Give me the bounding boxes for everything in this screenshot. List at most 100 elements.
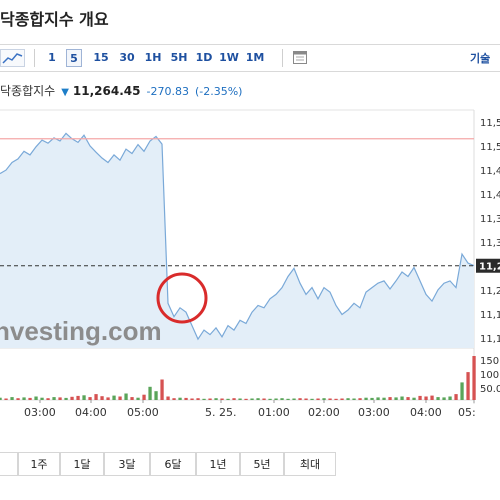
volume-bar (382, 397, 386, 400)
volume-bar (238, 398, 242, 400)
volume-bar (40, 397, 44, 400)
timeframe-1[interactable]: 1 (48, 51, 56, 64)
volume-bar (472, 356, 476, 400)
page-title: 닥종합지수 개요 (0, 10, 109, 29)
x-tick-label: 05: (458, 406, 476, 419)
volume-bar (268, 398, 272, 400)
volume-bar (442, 397, 446, 400)
volume-bar (46, 398, 50, 400)
range-button-4[interactable]: 6달 (150, 452, 196, 476)
volume-bar (388, 397, 392, 400)
timeframe-1m[interactable]: 1M (245, 51, 265, 64)
volume-bar (70, 396, 74, 400)
volume-bar (130, 397, 134, 400)
volume-bar (214, 398, 218, 400)
volume-bar (16, 398, 20, 400)
price-area-fill (0, 133, 474, 348)
volume-bar (292, 398, 296, 400)
quote-bar: 닥종합지수 ▼ 11,264.45 -270.83 (-2.35%) (0, 82, 242, 98)
toolbar-separator (34, 49, 35, 67)
volume-bar (436, 397, 440, 400)
volume-bar (178, 397, 182, 400)
range-button-6[interactable]: 5년 (240, 452, 284, 476)
x-axis: 03:00 04:00 05:00 5. 25. 01:00 02:00 03:00 04:0… (24, 400, 476, 419)
volume-bar (196, 398, 200, 400)
volume-bar (148, 386, 152, 400)
volume-tick-label: 100 (480, 370, 499, 381)
line-chart-icon[interactable] (0, 47, 26, 69)
volume-bar (304, 398, 308, 400)
calendar-icon[interactable] (292, 49, 308, 65)
volume-bar (184, 397, 188, 400)
timeframe-1h[interactable]: 1H (144, 51, 162, 64)
y-tick-label: 11,5 (480, 142, 500, 153)
volume-bar (244, 398, 248, 400)
watermark: nvesting.com (0, 316, 162, 346)
volume-bar (220, 398, 224, 400)
y-tick-label: 11,3 (480, 214, 500, 225)
range-button-2[interactable]: 1달 (60, 452, 104, 476)
volume-bar (448, 396, 452, 400)
timeframe-1w[interactable]: 1W (219, 51, 239, 64)
volume-bar (52, 397, 56, 400)
index-name: 닥종합지수 (0, 84, 56, 98)
volume-bar (250, 398, 254, 400)
volume-bar (358, 398, 362, 400)
x-tick-label: 03:00 (24, 406, 56, 419)
timeframe-1d[interactable]: 1D (195, 51, 213, 64)
volume-bar (64, 397, 68, 400)
volume-bar (352, 398, 356, 400)
x-tick-label: 05:00 (127, 406, 159, 419)
volume-tick-label: 50.0 (480, 384, 500, 395)
price-line (0, 132, 475, 341)
range-button-0[interactable] (0, 452, 18, 476)
volume-bar (82, 395, 86, 400)
volume-bar (58, 397, 62, 400)
price-area (0, 132, 475, 348)
last-price: 11,264.45 (72, 84, 141, 98)
highlight-circle (156, 272, 208, 324)
volume-bar (400, 396, 404, 400)
range-button-5[interactable]: 1년 (196, 452, 240, 476)
volume-bar (172, 398, 176, 400)
x-tick-label: 04:00 (410, 406, 442, 419)
volume-bar (202, 398, 206, 400)
price-change: -270.83 (146, 85, 189, 98)
reference-lines (0, 138, 474, 267)
volume-bar (346, 398, 350, 400)
range-button-3[interactable]: 3달 (104, 452, 150, 476)
volume-bar (100, 396, 104, 400)
volume-bar (142, 394, 146, 400)
x-tick-label: 02:00 (308, 406, 340, 419)
y-axis: 11,5 11,5 11,4 11,4 11,3 11,3 11,2 11,2 11,1 11,1… (476, 118, 500, 395)
volume-bar (262, 398, 266, 400)
volume-bar (406, 397, 410, 400)
volume-bar (124, 393, 128, 400)
volume-bar (274, 398, 278, 400)
volume-bar (0, 397, 2, 400)
volume-bar (310, 398, 314, 400)
volume-bar (28, 397, 32, 400)
volume-bar (136, 397, 140, 400)
volume-bar (118, 396, 122, 400)
x-tick-label: 01:00 (258, 406, 290, 419)
volume-bar (322, 398, 326, 400)
timeframe-5[interactable]: 5 (66, 49, 82, 67)
technical-analysis-link[interactable]: 기술 (470, 52, 491, 65)
timeframe-30[interactable]: 30 (119, 51, 135, 64)
range-button-1[interactable]: 1주 (18, 452, 60, 476)
range-button-7[interactable]: 최대 (284, 452, 336, 476)
volume-bar (76, 395, 80, 400)
volume-bar (88, 397, 92, 400)
timeframe-15[interactable]: 15 (93, 51, 109, 64)
volume-bar (460, 382, 464, 400)
x-tick-label: 5. 25. (205, 406, 237, 419)
price-chart[interactable]: nvesting.com 11,511,511,411,411,311,311,… (0, 108, 500, 430)
volume-bar (232, 398, 236, 400)
annotation-group (156, 272, 208, 324)
x-tick-label: 04:00 (75, 406, 107, 419)
y-tick-label: 11,4 (480, 166, 500, 177)
timeframe-5h[interactable]: 5H (170, 51, 188, 64)
volume-bar (340, 398, 344, 400)
y-tick-label: 11,1 (480, 310, 500, 321)
